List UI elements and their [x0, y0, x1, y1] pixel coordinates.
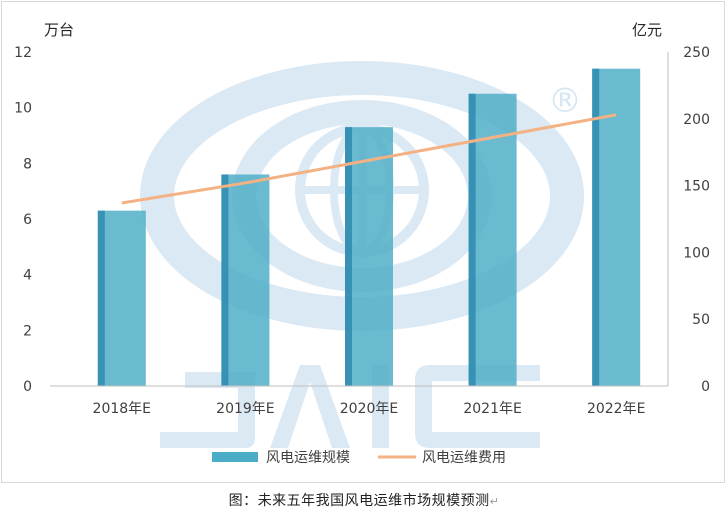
bar-series: [97, 68, 641, 387]
line-series: [121, 113, 617, 205]
figure-caption: 图：未来五年我国风电运维市场规模预测↵: [0, 490, 728, 510]
legend: 风电运维规模 风电运维费用: [212, 450, 506, 466]
registered-mark: ®: [548, 81, 582, 121]
right-tick-label: 150: [683, 179, 710, 195]
left-axis-unit: 万台: [44, 21, 74, 39]
x-tick-label: 2022年E: [587, 401, 645, 417]
legend-label-line: 风电运维费用: [422, 450, 506, 466]
bar: [345, 127, 393, 387]
bar-body: [221, 174, 270, 386]
bar: [221, 174, 270, 386]
x-tick-label: 2020年E: [340, 401, 398, 417]
left-tick-label: 6: [23, 212, 32, 228]
right-axis-unit: 亿元: [632, 21, 662, 39]
chart-frame: [1, 1, 725, 483]
chart-area: ® 万台 亿元 0 2 4 6 8 10 12 0 50 100 150 200 250 2018年E…: [14, 21, 710, 466]
right-tick-label: 50: [692, 312, 710, 328]
x-axis: 2018年E 2019年E 2020年E 2021年E 2022年E: [93, 401, 646, 417]
line-path: [121, 113, 617, 205]
left-tick-label: 2: [23, 323, 32, 339]
left-tick-label: 10: [14, 101, 32, 117]
bar-body: [468, 93, 517, 386]
left-axis: 0 2 4 6 8 10 12: [14, 45, 32, 395]
legend-label-bar: 风电运维规模: [266, 450, 350, 466]
left-tick-label: 0: [23, 379, 32, 395]
x-tick-label: 2018年E: [93, 401, 151, 417]
caption-text: 图：未来五年我国风电运维市场规模预测: [228, 493, 490, 509]
legend-swatch-bar: [212, 452, 258, 462]
bar-body: [592, 68, 641, 386]
bar-body: [345, 127, 393, 387]
left-tick-label: 12: [14, 45, 32, 61]
right-tick-label: 0: [701, 379, 710, 395]
right-tick-label: 250: [683, 45, 710, 61]
right-axis: 0 50 100 150 200 250: [683, 45, 710, 395]
bar-edge: [468, 93, 476, 386]
left-tick-label: 8: [23, 156, 32, 172]
x-tick-label: 2019年E: [216, 401, 274, 417]
bar-body: [97, 210, 146, 386]
right-tick-label: 200: [683, 112, 710, 128]
bar-edge: [97, 210, 105, 386]
caption-return-mark: ↵: [489, 495, 500, 508]
bar: [468, 93, 517, 386]
x-tick-label: 2021年E: [463, 401, 521, 417]
bar: [592, 68, 641, 386]
bar-edge: [221, 174, 229, 386]
bar-edge: [592, 68, 600, 386]
bar-edge: [345, 127, 352, 387]
right-tick-label: 100: [683, 245, 710, 261]
left-tick-label: 4: [23, 268, 32, 284]
bar: [97, 210, 146, 386]
